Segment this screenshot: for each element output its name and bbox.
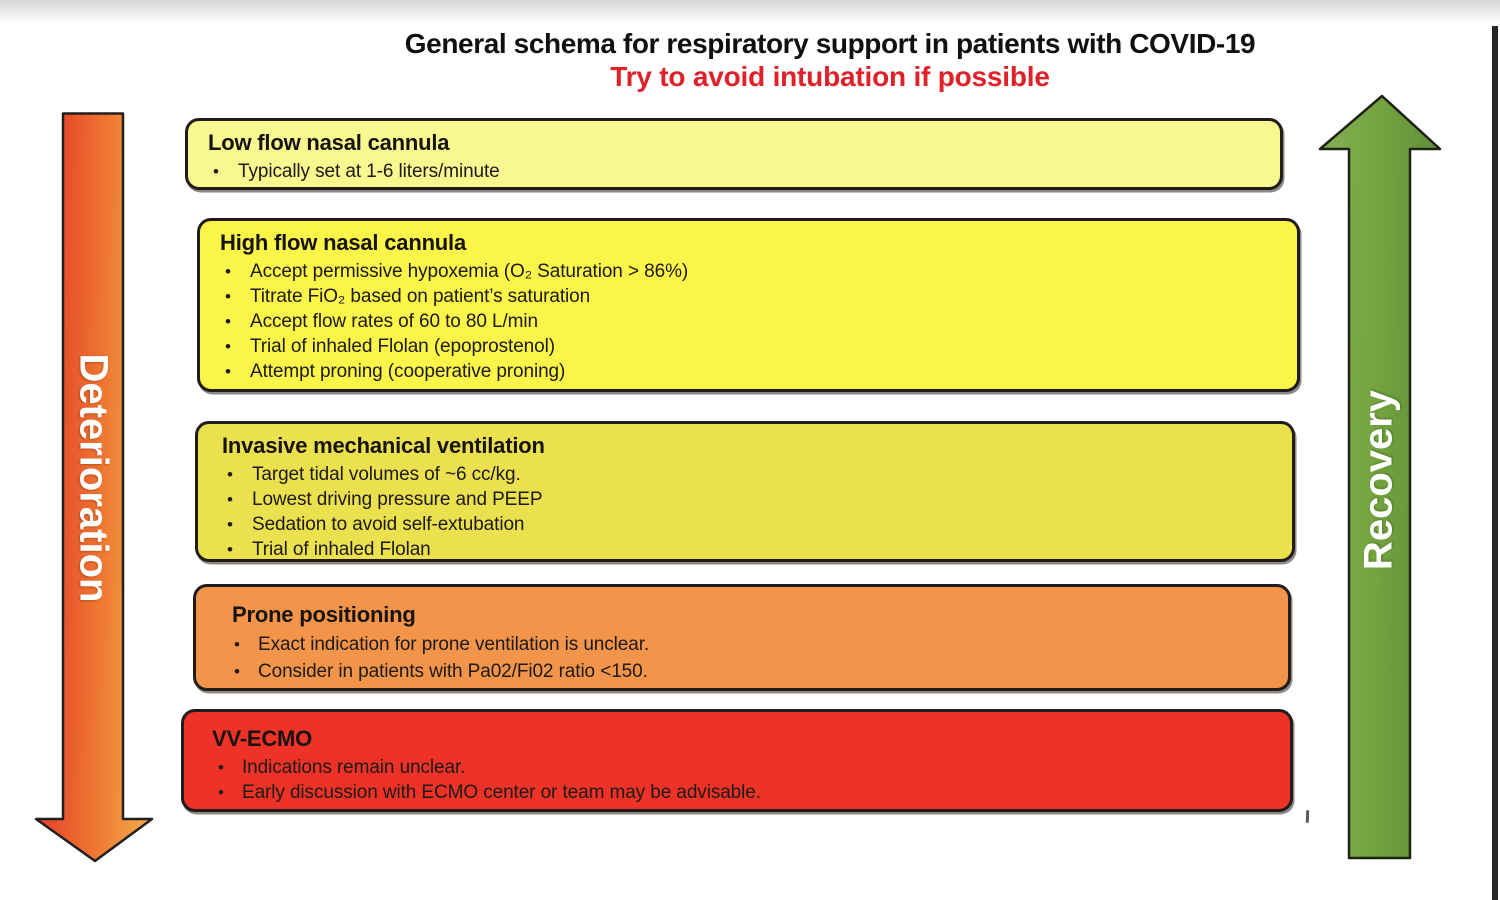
deterioration-arrow-icon [34, 112, 154, 863]
right-edge-line [1492, 26, 1498, 900]
box-bullet-list: Exact indication for prone ventilation i… [216, 631, 1268, 685]
recovery-label: Recovery [1356, 389, 1401, 571]
bullet-item: Sedation to avoid self-extubation [218, 512, 1272, 537]
page-title: General schema for respiratory support i… [404, 28, 1256, 59]
box-bullet-list: Indications remain unclear. Early discus… [204, 755, 1270, 805]
box-title: High flow nasal cannula [220, 230, 466, 255]
top-edge-fade [0, 0, 1500, 24]
box-bullet-list: Typically set at 1-6 liters/minute [208, 159, 1260, 184]
stage-box-high-flow-nasal-cannula: High flow nasal cannula Accept permissiv… [197, 218, 1300, 392]
stage-box-low-flow-nasal-cannula: Low flow nasal cannula Typically set at … [185, 118, 1283, 190]
box-title: Invasive mechanical ventilation [222, 433, 545, 458]
box-bullet-list: Target tidal volumes of ~6 cc/kg. Lowest… [218, 462, 1272, 562]
bullet-item: Titrate FiO₂ based on patient’s saturati… [220, 284, 1277, 309]
page-subtitle: Try to avoid intubation if possible [610, 61, 1050, 92]
stage-box-invasive-mechanical-ventilation: Invasive mechanical ventilation Target t… [195, 421, 1295, 562]
stage-box-prone-positioning: Prone positioning Exact indication for p… [193, 584, 1291, 691]
box-title: Low flow nasal cannula [208, 130, 450, 155]
bullet-item: Accept flow rates of 60 to 80 L/min [220, 309, 1277, 334]
bullet-item: Lowest driving pressure and PEEP [218, 487, 1272, 512]
header: General schema for respiratory support i… [255, 28, 1405, 93]
bullet-item: Target tidal volumes of ~6 cc/kg. [218, 462, 1272, 487]
bullet-item: Accept permissive hypoxemia (O₂ Saturati… [220, 259, 1277, 284]
stray-tick-mark [1305, 809, 1310, 824]
bullet-item: Exact indication for prone ventilation i… [216, 631, 1268, 658]
box-title: VV-ECMO [212, 726, 313, 751]
bullet-item: Attempt proning (cooperative proning) [220, 359, 1277, 384]
recovery-arrow-icon [1318, 94, 1442, 860]
bullet-item: Indications remain unclear. [204, 755, 1270, 780]
bullet-item: Trial of inhaled Flolan (epoprostenol) [220, 334, 1277, 359]
bullet-item: Typically set at 1-6 liters/minute [208, 159, 1260, 184]
deterioration-label: Deterioration [71, 353, 116, 603]
bullet-item: Trial of inhaled Flolan [218, 537, 1272, 562]
box-bullet-list: Accept permissive hypoxemia (O₂ Saturati… [220, 259, 1277, 384]
box-title: Prone positioning [232, 602, 416, 627]
bullet-item: Consider in patients with Pa02/Fi02 rati… [216, 658, 1268, 685]
bullet-item: Early discussion with ECMO center or tea… [204, 780, 1270, 805]
stage-box-vv-ecmo: VV-ECMO Indications remain unclear. Earl… [181, 709, 1293, 812]
